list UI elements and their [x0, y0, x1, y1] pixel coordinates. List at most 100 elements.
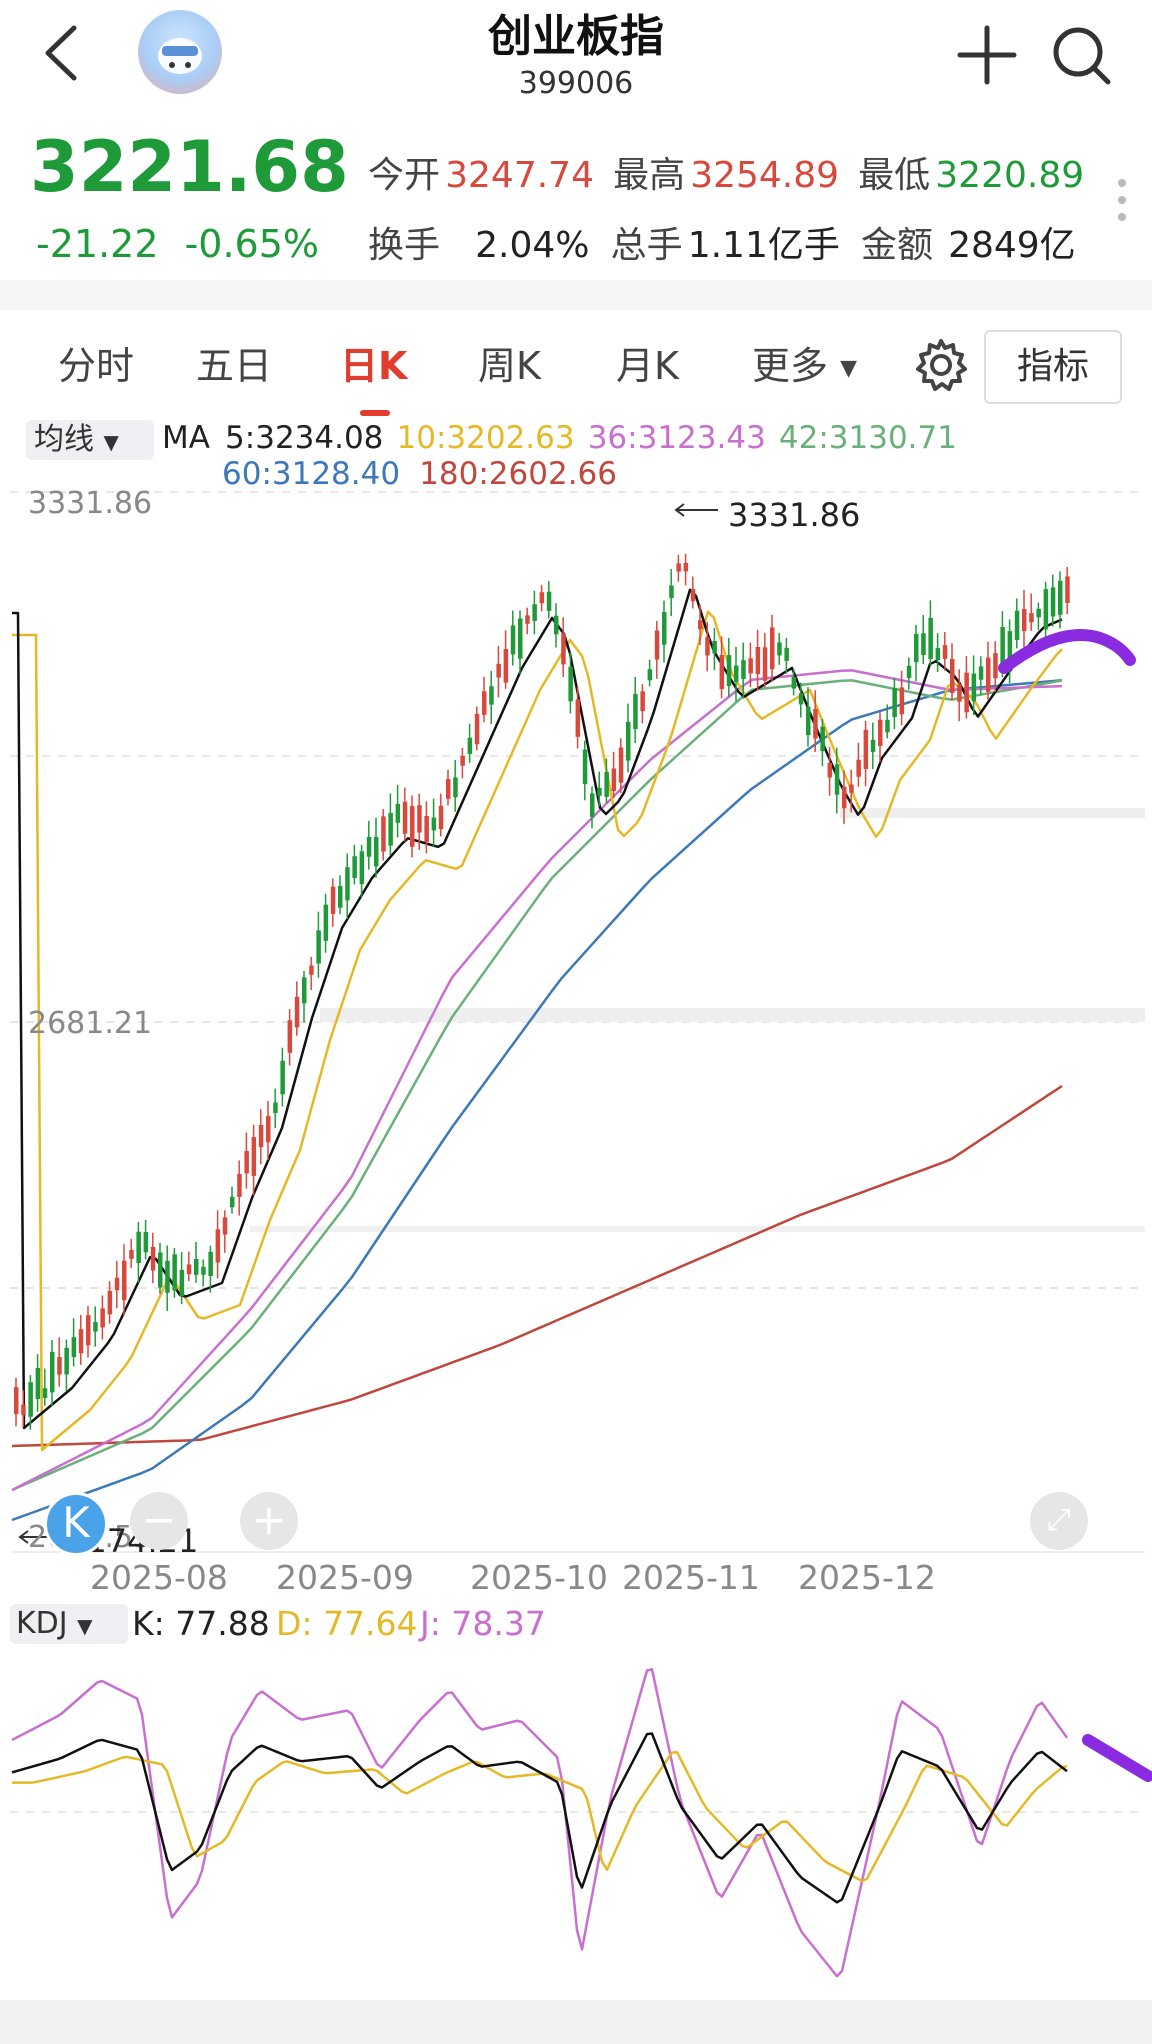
chevron-left-icon[interactable]	[30, 18, 90, 88]
candle-body	[114, 1277, 120, 1291]
candle-body	[863, 729, 869, 770]
zoom-in-button[interactable]: +	[240, 1492, 298, 1550]
candle-body	[237, 1174, 242, 1197]
tab-five-day[interactable]: 五日	[196, 344, 273, 388]
candle-body	[417, 805, 422, 833]
candle-body	[374, 837, 379, 867]
candlesticks	[14, 553, 1070, 1430]
candle-body	[280, 1060, 285, 1095]
candle-body	[726, 655, 732, 687]
kdj-chart[interactable]	[0, 1640, 1152, 2000]
candle-body	[446, 779, 451, 799]
candle-body	[381, 816, 386, 852]
ma180-line	[11, 1084, 1063, 1448]
candle-body	[474, 713, 480, 745]
candle-body	[950, 658, 955, 693]
caret-down-icon: ▼	[103, 430, 119, 454]
candle-body	[1036, 608, 1041, 618]
ma60-value: 60:3128.40	[222, 456, 401, 492]
last-price: 3221.68	[30, 126, 349, 208]
candle-body	[330, 886, 336, 915]
ma-selector[interactable]: 均线 ▼	[26, 420, 154, 460]
candle-body	[323, 904, 329, 941]
kdj-d-line	[12, 1750, 1068, 1883]
candle-body	[179, 1269, 185, 1297]
ma10-line	[12, 610, 1063, 1452]
candle-body	[150, 1246, 156, 1271]
ma36-line	[11, 669, 1063, 1492]
tab-daily[interactable]: 日K	[340, 344, 408, 388]
candle-body	[510, 625, 516, 655]
candle-body	[35, 1368, 41, 1399]
mascot-avatar[interactable]	[138, 10, 222, 94]
candle-body	[1000, 627, 1005, 664]
candle-body	[230, 1196, 235, 1208]
candle-body	[748, 658, 753, 674]
candle-body	[734, 665, 739, 683]
search-icon[interactable]	[1046, 20, 1116, 90]
page-title: 创业板指	[488, 11, 664, 62]
ma42-line	[11, 679, 1063, 1492]
candle-body	[712, 640, 717, 654]
candle-body	[669, 585, 674, 598]
candle-body	[590, 793, 595, 817]
candle-body	[122, 1260, 127, 1301]
candle-body	[388, 813, 393, 846]
candle-body	[359, 851, 365, 885]
candle-body	[294, 996, 300, 1028]
kdj-k-line	[11, 1732, 1068, 1904]
quote-row-2: 换手 2.04% 总手 1.11亿手 金额 2849亿	[368, 216, 1076, 268]
candle-body	[676, 563, 681, 572]
candle-body	[640, 691, 645, 712]
candle-body	[57, 1356, 62, 1375]
change-percent: -0.65%	[184, 222, 320, 266]
candle-body	[662, 612, 667, 645]
tab-more[interactable]: 更多 ▼	[752, 335, 857, 390]
caret-down-icon: ▼	[77, 1614, 93, 1638]
kdj-k-value: K: 77.88	[132, 1604, 270, 1643]
k-logo-icon[interactable]: K	[44, 1492, 108, 1556]
candle-body	[597, 787, 602, 796]
tab-more-label: 更多	[752, 344, 829, 388]
tab-intraday[interactable]: 分时	[58, 344, 135, 388]
amount-label: 金额	[860, 225, 933, 266]
ma-selector-label: 均线	[34, 422, 94, 457]
candle-body	[611, 768, 617, 792]
plus-icon[interactable]	[952, 20, 1022, 90]
fullscreen-icon[interactable]: ⤢	[1030, 1492, 1088, 1550]
candle-body	[129, 1250, 134, 1259]
candle-body	[42, 1388, 48, 1398]
candle-body	[258, 1125, 264, 1148]
tab-weekly[interactable]: 周K	[478, 344, 541, 388]
candle-body	[316, 930, 321, 964]
index-code: 399006	[518, 66, 634, 101]
kline-chart[interactable]	[0, 420, 1152, 1570]
candle-body	[172, 1254, 177, 1291]
candle-body	[453, 777, 458, 798]
indicator-button[interactable]: 指标	[984, 330, 1122, 404]
candle-body	[978, 666, 984, 680]
zoom-out-button[interactable]: −	[130, 1492, 188, 1550]
candle-body	[402, 801, 408, 834]
price-change: -21.22 -0.65%	[36, 222, 319, 266]
candle-body	[568, 666, 573, 702]
candle-body	[208, 1251, 213, 1277]
gear-icon[interactable]	[912, 336, 970, 394]
kdj-d-value: D: 77.64	[276, 1604, 418, 1643]
kdj-selector-label: KDJ	[16, 1606, 68, 1641]
x-tick: 2025-09	[276, 1558, 414, 1597]
candle-body	[554, 615, 559, 635]
candle-body	[842, 786, 847, 809]
candle-body	[741, 660, 746, 679]
candle-body	[395, 803, 401, 823]
tab-monthly[interactable]: 月K	[616, 344, 679, 388]
amount-value: 2849亿	[948, 225, 1076, 266]
candle-body	[935, 648, 941, 661]
candle-body	[914, 634, 919, 663]
kdj-selector[interactable]: KDJ ▼	[10, 1604, 128, 1644]
low-label: 最低	[858, 155, 931, 196]
more-vertical-icon[interactable]	[1112, 175, 1132, 225]
candle-body	[222, 1217, 228, 1235]
candle-body	[986, 657, 991, 692]
x-tick: 2025-08	[90, 1558, 228, 1597]
